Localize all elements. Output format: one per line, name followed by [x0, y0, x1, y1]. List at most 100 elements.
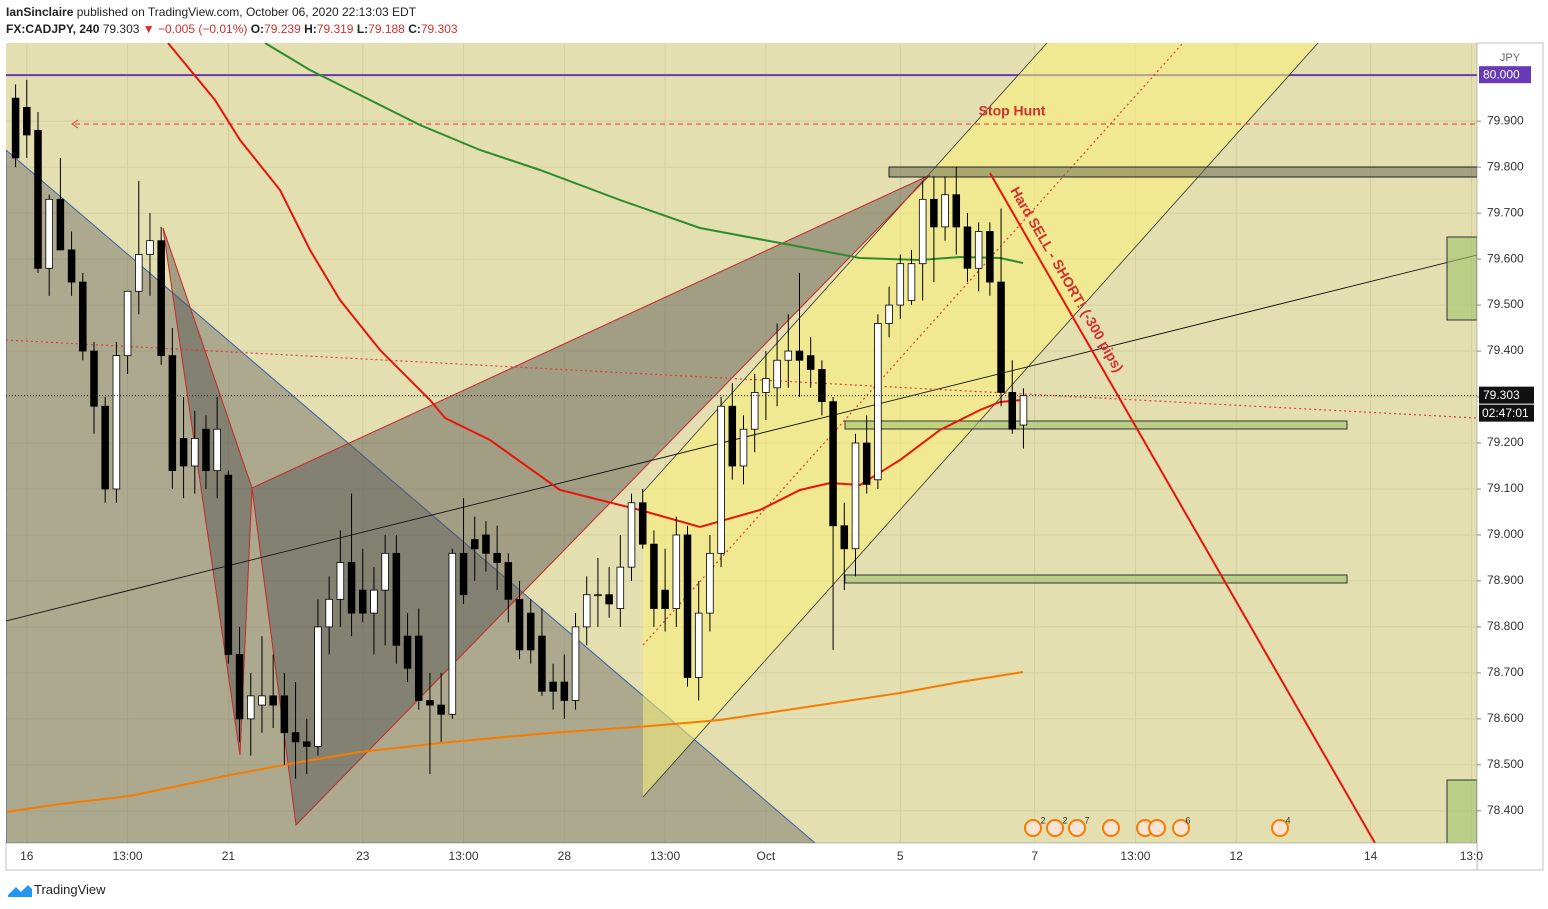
price-axis: [1476, 42, 1544, 871]
candle-body: [112, 355, 121, 490]
candle-body: [314, 626, 322, 747]
candle-body: [862, 442, 871, 485]
y-tick-label: 78.500: [1487, 757, 1524, 771]
candle-body: [762, 378, 770, 393]
candle-body: [795, 350, 804, 361]
event-count: 2: [1040, 815, 1045, 825]
candle-body: [291, 732, 300, 743]
candle-body: [515, 598, 524, 651]
x-tick-label: 28: [558, 849, 572, 863]
candle-body: [661, 589, 669, 609]
candle-body: [829, 401, 837, 527]
candle-body: [851, 442, 860, 550]
event-marker: [1024, 819, 1042, 837]
candle-body: [56, 198, 65, 251]
candle-body: [258, 695, 266, 706]
logo-mark: [8, 885, 32, 897]
y-tick-label: 78.700: [1487, 665, 1524, 679]
candle-body: [90, 350, 98, 407]
event-marker: [1102, 819, 1120, 837]
published: published on TradingView.com, October 06…: [76, 5, 417, 19]
candle-body: [336, 562, 345, 600]
candle-body: [123, 290, 132, 357]
candle-body: [459, 552, 468, 596]
ohlc-value: 79.239: [264, 22, 301, 36]
candle-body: [79, 281, 87, 352]
ohlc-key: C:: [408, 22, 421, 36]
y-tick-label: 78.400: [1487, 803, 1524, 817]
candle-body: [941, 194, 949, 228]
ohlc-value: 79.303: [420, 22, 458, 36]
footer: TradingView: [34, 882, 106, 897]
event-marker: [1148, 819, 1166, 837]
candle-body: [269, 695, 277, 706]
y-tick-label: 79.500: [1487, 297, 1524, 311]
candle-body: [896, 263, 905, 306]
candle-body: [650, 543, 658, 609]
candle-body: [538, 635, 546, 692]
candle-body: [34, 129, 42, 269]
x-tick-label: 13:00: [449, 849, 479, 863]
candle-body: [1019, 395, 1028, 426]
candle-body: [146, 240, 154, 255]
y-tick-label: 79.800: [1487, 159, 1524, 173]
countdown: 02:47:01: [1482, 406, 1529, 420]
ohlc-key: L:: [356, 22, 369, 36]
y-tick-label: 78.800: [1487, 619, 1524, 633]
candle-body: [202, 428, 210, 471]
candle-body: [381, 552, 389, 591]
x-tick-label: 13:0: [1460, 849, 1484, 863]
candle-body: [414, 635, 423, 701]
author: IanSinclaire: [6, 5, 74, 19]
x-tick-label: 7: [1031, 849, 1038, 863]
candle-body: [986, 231, 994, 283]
candle-body: [135, 254, 143, 292]
candles: [6, 79, 1477, 779]
candle-body: [235, 654, 244, 720]
last: 79.303: [102, 22, 140, 36]
candle-body: [67, 249, 76, 283]
moving-average: [264, 43, 1024, 264]
candle-body: [191, 438, 199, 467]
symbol: FX:CADJPY, 240: [6, 22, 100, 36]
drawings: Stop Hunt Hard SELL - SHORT! (-300 pips): [6, 43, 1477, 843]
ohlc-key: H:: [304, 22, 317, 36]
candle-body: [482, 534, 490, 554]
y-tick-label: 79.900: [1487, 113, 1524, 127]
channel-line: [642, 43, 1048, 493]
candle-body: [247, 695, 255, 720]
candle-body: [526, 612, 535, 651]
candle-body: [627, 502, 636, 568]
candle-body: [448, 552, 457, 715]
y-tick-label: 78.900: [1487, 573, 1524, 587]
candle-body: [504, 562, 513, 600]
last-price-label: 79.303: [1483, 388, 1520, 402]
candle-body: [840, 525, 849, 550]
y-tick-label: 79.000: [1487, 527, 1524, 541]
candle-body: [179, 438, 188, 467]
candle-body: [213, 428, 221, 471]
candle-body: [302, 741, 311, 747]
candle-body: [403, 635, 412, 669]
candle-body: [560, 681, 569, 701]
y-tick-label: 79.700: [1487, 205, 1524, 219]
header-line: IanSinclaire published on TradingView.co…: [6, 4, 458, 21]
zone: [888, 166, 1477, 178]
x-tick-label: 23: [356, 849, 370, 863]
candle-body: [426, 700, 434, 706]
candle-body: [582, 594, 591, 628]
zone: [844, 574, 1348, 584]
trendline: [6, 339, 1477, 419]
moving-average: [167, 43, 1023, 529]
candle-body: [773, 359, 781, 389]
event-marker: [1068, 819, 1086, 837]
event-count: 7: [1084, 815, 1089, 825]
y-tick-label: 79.200: [1487, 435, 1524, 449]
candle-body: [470, 539, 479, 550]
ohlc-value: 79.319: [316, 22, 354, 36]
candle-body: [157, 240, 165, 357]
x-tick-label: Oct: [757, 849, 776, 863]
candle-body: [437, 704, 445, 715]
candle-body: [571, 626, 580, 701]
